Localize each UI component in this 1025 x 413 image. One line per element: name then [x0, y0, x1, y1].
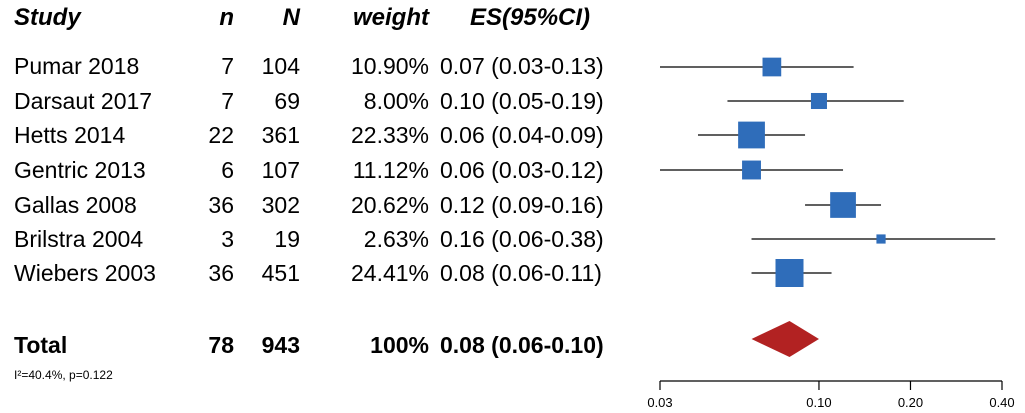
header-weight: weight	[353, 4, 429, 31]
study-N: 69	[274, 88, 300, 114]
study-name: Brilstra 2004	[14, 226, 144, 252]
x-axis-tick-label: 0.40	[989, 395, 1014, 410]
effect-size-box	[876, 234, 886, 244]
total-weight: 100%	[370, 332, 429, 358]
study-es: 0.06 (0.04-0.09)	[440, 122, 604, 148]
heterogeneity-note: I²=40.4%, p=0.122	[14, 368, 113, 382]
study-weight: 10.90%	[350, 53, 429, 79]
study-weight: 8.00%	[363, 88, 429, 114]
effect-size-box	[830, 192, 856, 218]
study-N: 19	[274, 226, 300, 252]
study-weight: 24.41%	[350, 260, 429, 286]
study-es: 0.12 (0.09-0.16)	[440, 192, 604, 218]
total-N: 943	[261, 332, 300, 358]
study-es: 0.07 (0.03-0.13)	[440, 53, 604, 79]
study-n: 3	[221, 226, 234, 252]
study-N: 451	[261, 260, 300, 286]
x-axis-tick-label: 0.20	[898, 395, 923, 410]
header-es: ES(95%CI)	[470, 4, 591, 31]
header-study: Study	[14, 4, 81, 31]
x-axis-tick-label: 0.03	[647, 395, 672, 410]
effect-size-box	[775, 259, 804, 287]
total-n: 78	[208, 332, 234, 358]
study-name: Wiebers 2003	[14, 260, 156, 286]
pooled-diamond	[751, 321, 819, 357]
header-N: N	[282, 4, 300, 31]
total-label: Total	[14, 332, 68, 358]
study-weight: 2.63%	[363, 226, 429, 252]
effect-size-box	[762, 57, 782, 77]
study-es: 0.06 (0.03-0.12)	[440, 157, 604, 183]
study-es: 0.16 (0.06-0.38)	[440, 226, 604, 252]
study-weight: 22.33%	[350, 122, 429, 148]
effect-size-box	[742, 160, 761, 180]
study-weight: 11.12%	[352, 157, 429, 183]
study-n: 36	[208, 192, 234, 218]
total-es: 0.08 (0.06-0.10)	[440, 332, 604, 358]
study-n: 7	[221, 88, 234, 114]
study-name: Hetts 2014	[14, 122, 126, 148]
study-name: Darsaut 2017	[14, 88, 153, 114]
study-name: Gentric 2013	[14, 157, 146, 183]
x-axis-tick-label: 0.10	[806, 395, 831, 410]
study-name: Pumar 2018	[14, 53, 140, 79]
study-es: 0.10 (0.05-0.19)	[440, 88, 604, 114]
study-n: 22	[208, 122, 234, 148]
effect-size-box	[738, 121, 765, 149]
study-name: Gallas 2008	[14, 192, 137, 218]
study-weight: 20.62%	[350, 192, 429, 218]
study-n: 7	[221, 53, 234, 79]
study-n: 36	[208, 260, 234, 286]
study-n: 6	[221, 157, 234, 183]
study-N: 104	[261, 53, 300, 79]
study-N: 361	[261, 122, 300, 148]
study-N: 107	[261, 157, 300, 183]
header-n: n	[219, 4, 234, 31]
effect-size-box	[810, 92, 827, 110]
study-N: 302	[261, 192, 300, 218]
study-es: 0.08 (0.06-0.11)	[440, 260, 602, 286]
